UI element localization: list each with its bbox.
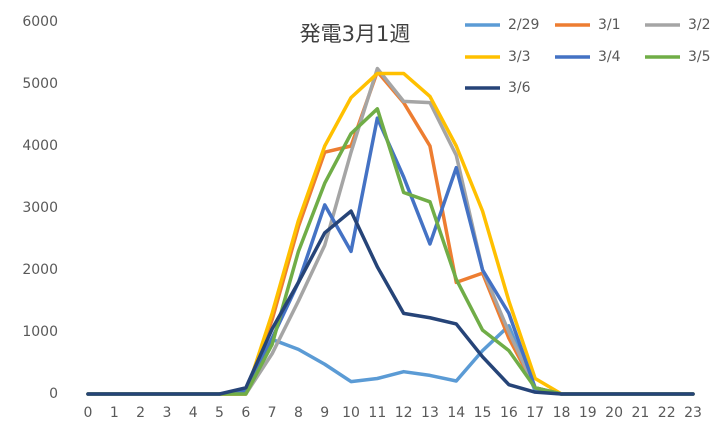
- series-line: [86, 66, 695, 396]
- x-tick-label: 16: [500, 405, 518, 421]
- x-tick-label: 23: [684, 405, 702, 421]
- legend-label: 3/2: [688, 17, 711, 33]
- x-tick-label: 11: [368, 405, 386, 421]
- legend-label: 3/3: [508, 49, 531, 65]
- x-tick-label: 17: [526, 405, 544, 421]
- legend-label: 2/29: [508, 17, 539, 33]
- x-tick-label: 13: [421, 405, 439, 421]
- x-tick-label: 20: [605, 405, 623, 421]
- x-tick-label: 2: [136, 405, 145, 421]
- chart-title: 発電3月1週: [300, 22, 411, 46]
- x-tick-label: 9: [320, 405, 329, 421]
- x-tick-label: 1: [110, 405, 119, 421]
- x-tick-label: 0: [84, 405, 93, 421]
- series-line: [86, 209, 695, 396]
- legend-label: 3/6: [508, 80, 531, 96]
- x-tick-label: 15: [474, 405, 492, 421]
- y-tick-label: 5000: [22, 76, 58, 92]
- x-tick-label: 3: [162, 405, 171, 421]
- x-tick-label: 10: [342, 405, 360, 421]
- series-line: [86, 107, 695, 396]
- x-tick-label: 21: [631, 405, 649, 421]
- y-tick-label: 4000: [22, 138, 58, 154]
- y-tick-label: 2000: [22, 262, 58, 278]
- series-line: [86, 71, 695, 396]
- x-tick-label: 5: [215, 405, 224, 421]
- x-tick-label: 14: [447, 405, 465, 421]
- x-tick-label: 7: [268, 405, 277, 421]
- x-tick-label: 18: [553, 405, 571, 421]
- legend-label: 3/5: [688, 49, 711, 65]
- y-tick-label: 0: [49, 386, 58, 402]
- legend-label: 3/1: [598, 17, 621, 33]
- y-tick-label: 1000: [22, 324, 58, 340]
- x-tick-label: 22: [658, 405, 676, 421]
- series-line: [86, 324, 695, 396]
- x-tick-label: 4: [189, 405, 198, 421]
- y-tick-label: 6000: [22, 14, 58, 30]
- x-tick-label: 19: [579, 405, 597, 421]
- x-tick-label: 12: [395, 405, 413, 421]
- x-tick-label: 8: [294, 405, 303, 421]
- series-line: [86, 116, 695, 396]
- series-line: [86, 69, 695, 396]
- y-tick-label: 3000: [22, 200, 58, 216]
- legend-label: 3/4: [598, 49, 621, 65]
- x-tick-label: 6: [241, 405, 250, 421]
